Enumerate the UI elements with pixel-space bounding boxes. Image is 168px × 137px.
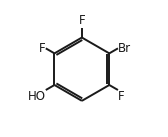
Text: F: F xyxy=(79,14,85,27)
Text: F: F xyxy=(39,42,45,55)
Text: F: F xyxy=(118,90,125,103)
Text: HO: HO xyxy=(27,90,45,103)
Text: Br: Br xyxy=(118,42,131,55)
